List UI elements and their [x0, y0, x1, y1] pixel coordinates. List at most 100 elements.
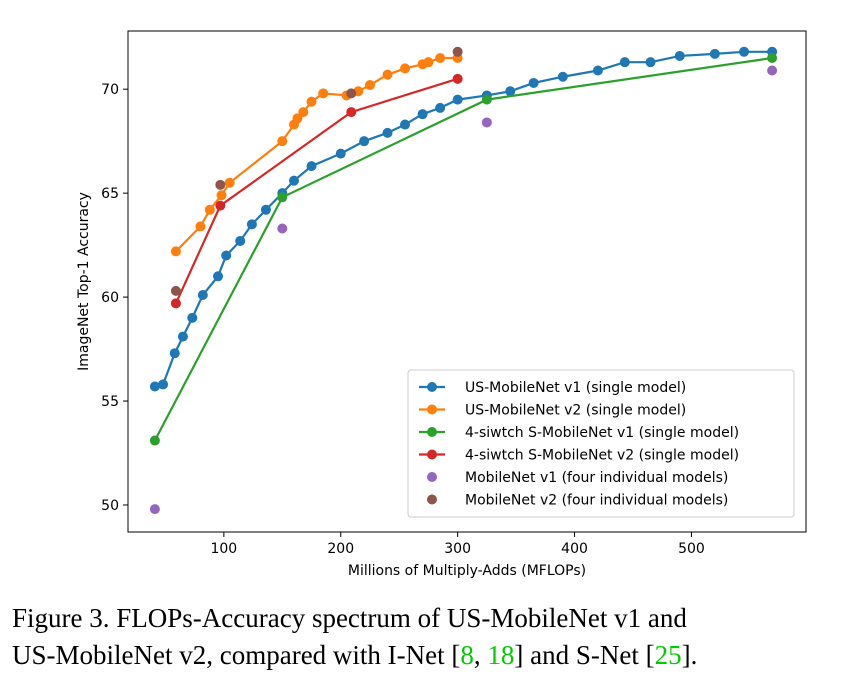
data-point — [592, 65, 603, 76]
data-point — [423, 57, 434, 68]
data-point — [364, 80, 375, 91]
legend-marker — [427, 494, 437, 505]
data-point — [318, 88, 329, 99]
data-point — [557, 71, 568, 82]
data-point — [505, 86, 516, 97]
y-tick-label: 55 — [101, 394, 119, 410]
legend-label: US-MobileNet v2 (single model) — [465, 403, 686, 419]
data-point — [221, 250, 232, 261]
legend-label: US-MobileNet v1 (single model) — [465, 380, 686, 396]
data-point — [619, 57, 630, 68]
data-point — [435, 102, 446, 113]
series-line — [153, 56, 773, 442]
legend-item: 4-siwtch S-MobileNet v2 (single model) — [419, 448, 739, 464]
data-point — [346, 88, 357, 99]
data-point — [481, 94, 492, 105]
data-point — [288, 175, 299, 186]
data-point — [292, 113, 303, 124]
legend-item: MobileNet v1 (four individual models) — [427, 470, 728, 486]
series-line — [154, 50, 773, 388]
data-point — [435, 53, 446, 64]
data-point — [215, 200, 226, 211]
legend-item: 4-siwtch S-MobileNet v1 (single model) — [419, 425, 739, 441]
data-point — [277, 223, 288, 234]
caption-text: ] and S-Net [ — [514, 640, 655, 670]
figure-caption: Figure 3. FLOPs-Accuracy spectrum of US-… — [12, 600, 857, 674]
data-point — [216, 190, 227, 201]
series-6 — [170, 46, 463, 296]
data-point — [674, 50, 685, 61]
y-tick-label: 60 — [101, 290, 119, 306]
data-point — [169, 348, 180, 359]
x-tick-label: 400 — [561, 541, 588, 557]
data-point — [417, 109, 428, 120]
caption-separator: , — [473, 640, 488, 670]
data-point — [260, 204, 271, 215]
legend-marker — [427, 449, 437, 460]
legend-item: US-MobileNet v1 (single model) — [419, 380, 686, 396]
y-tick-label: 65 — [101, 186, 119, 202]
legend-marker — [427, 404, 437, 415]
ticks-group: 100 200 300 400 500 50 55 60 65 70 — [101, 82, 705, 557]
data-point — [400, 63, 411, 74]
y-tick-label: 70 — [101, 82, 119, 98]
legend-label: 4-siwtch S-MobileNet v2 (single model) — [465, 448, 739, 464]
legend-box — [407, 369, 795, 518]
series-group — [149, 46, 778, 515]
data-point — [158, 379, 169, 390]
data-point — [767, 53, 778, 64]
data-point — [277, 192, 288, 203]
data-point — [149, 381, 160, 392]
data-point — [382, 69, 393, 80]
caption-text: ]. — [681, 640, 698, 670]
data-point — [400, 119, 411, 130]
series-1 — [149, 46, 778, 392]
data-point — [277, 136, 288, 147]
series-line — [174, 77, 458, 304]
y-axis-label: ImageNet Top-1 Accuracy — [76, 192, 92, 371]
axes-frame — [127, 30, 807, 533]
data-point — [709, 48, 720, 59]
data-point — [149, 504, 160, 515]
data-point — [215, 179, 226, 190]
data-point — [195, 221, 206, 232]
data-point — [481, 117, 492, 128]
data-point — [170, 298, 181, 309]
series-3 — [149, 53, 778, 446]
citation-link[interactable]: 18 — [487, 640, 515, 670]
data-point — [306, 96, 317, 107]
legend-marker — [427, 427, 437, 437]
data-point — [298, 107, 309, 118]
legend-item: MobileNet v2 (four individual models) — [427, 493, 728, 509]
data-point — [187, 312, 198, 323]
caption-line-1: Figure 3. FLOPs-Accuracy spectrum of US-… — [12, 603, 687, 633]
chart: 100 200 300 400 500 50 55 60 65 70 Millions of Mu… — [76, 30, 807, 579]
data-point — [306, 161, 317, 172]
data-point — [452, 46, 463, 57]
data-point — [224, 177, 235, 188]
x-tick-label: 300 — [444, 541, 471, 557]
legend: US-MobileNet v1 (single model) US-MobileN… — [407, 369, 795, 518]
data-point — [197, 290, 208, 301]
data-point — [213, 271, 224, 282]
legend-marker — [427, 472, 437, 482]
data-point — [452, 94, 463, 105]
legend-label: 4-siwtch S-MobileNet v1 (single model) — [465, 425, 739, 441]
data-point — [359, 136, 370, 147]
data-point — [170, 285, 181, 296]
x-axis-label: Millions of Multiply-Adds (MFLOPs) — [348, 563, 586, 579]
data-point — [149, 435, 160, 446]
citation-link[interactable]: 25 — [654, 640, 682, 670]
data-point — [346, 107, 357, 118]
data-point — [335, 148, 346, 159]
data-point — [382, 127, 393, 138]
data-point — [739, 46, 750, 57]
x-tick-label: 100 — [210, 541, 237, 557]
legend-label: MobileNet v2 (four individual models) — [465, 493, 728, 509]
x-tick-label: 500 — [678, 541, 705, 557]
data-point — [645, 57, 656, 68]
data-point — [452, 73, 463, 84]
x-tick-label: 200 — [327, 541, 354, 557]
series-line — [175, 56, 458, 253]
citation-link[interactable]: 8 — [460, 640, 474, 670]
